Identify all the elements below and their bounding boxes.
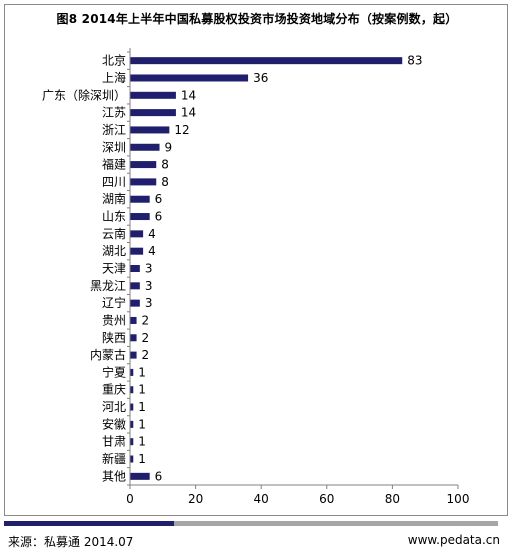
- category-label: 新疆: [102, 451, 126, 466]
- site-url: www.pedata.cn: [407, 533, 500, 547]
- bar-11: [130, 247, 144, 255]
- category-label: 深圳: [102, 140, 126, 154]
- footer-bar-accent: [4, 521, 174, 526]
- value-label: 9: [165, 140, 173, 154]
- bar-20: [130, 403, 134, 411]
- value-label: 6: [155, 192, 163, 206]
- value-label: 14: [181, 106, 196, 120]
- bars-layer: [130, 57, 403, 480]
- value-label: 1: [138, 435, 146, 449]
- value-label: 14: [181, 88, 196, 102]
- category-label: 山东: [102, 210, 126, 224]
- value-label: 12: [174, 123, 189, 137]
- chart-title: 图8 2014年上半年中国私募股权投资市场投资地域分布（按案例数，起）: [56, 12, 458, 26]
- value-label: 1: [138, 400, 146, 414]
- x-tick-label: 40: [254, 492, 269, 506]
- bar-4: [130, 126, 170, 134]
- value-label: 1: [138, 452, 146, 466]
- footer-bar: [4, 521, 498, 526]
- bar-9: [130, 213, 150, 221]
- value-label: 3: [145, 262, 153, 276]
- bar-14: [130, 299, 140, 307]
- category-label: 天津: [102, 262, 126, 276]
- category-label: 北京: [102, 54, 126, 68]
- category-label: 辽宁: [102, 295, 126, 310]
- x-tick-label: 80: [385, 492, 400, 506]
- bar-22: [130, 438, 134, 446]
- value-label: 2: [142, 331, 150, 345]
- x-tick-label: 20: [188, 492, 203, 506]
- value-label: 2: [142, 313, 150, 327]
- value-label: 3: [145, 279, 153, 293]
- value-label: 2: [142, 348, 150, 362]
- bar-5: [130, 143, 160, 151]
- category-label: 河北: [102, 400, 126, 414]
- category-label: 四川: [102, 175, 126, 189]
- category-label: 湖北: [102, 243, 126, 258]
- category-label: 贵州: [102, 313, 126, 327]
- category-label: 江苏: [102, 106, 126, 120]
- category-label: 安徽: [102, 416, 126, 431]
- source-text: 来源：私募通 2014.07: [8, 535, 134, 549]
- category-label: 湖南: [102, 191, 126, 206]
- x-tick-label: 60: [319, 492, 334, 506]
- bar-6: [130, 161, 157, 169]
- category-label: 内蒙古: [90, 347, 126, 362]
- category-label: 甘肃: [102, 435, 126, 449]
- category-label: 宁夏: [102, 364, 126, 379]
- value-label: 1: [138, 365, 146, 379]
- axis-layer: 0 20 40 60 80 100: [126, 48, 469, 506]
- category-label: 其他: [102, 469, 126, 483]
- bar-12: [130, 265, 140, 272]
- bar-7: [130, 178, 157, 186]
- value-label: 6: [155, 210, 163, 224]
- value-label: 4: [148, 227, 156, 241]
- bar-17: [130, 351, 137, 359]
- x-tick-label: 100: [447, 492, 470, 506]
- bar-13: [130, 282, 140, 290]
- bar-18: [130, 368, 134, 376]
- bar-23: [130, 455, 134, 463]
- value-label: 1: [138, 383, 146, 397]
- bar-10: [130, 230, 144, 238]
- value-label: 8: [161, 175, 169, 189]
- category-label: 浙江: [102, 123, 126, 137]
- category-label: 上海: [102, 70, 126, 85]
- bar-24: [130, 472, 150, 480]
- category-label: 广东（除深圳）: [42, 87, 126, 102]
- bar-0: [130, 57, 403, 65]
- x-tick-label: 0: [126, 492, 134, 506]
- bar-15: [130, 316, 137, 324]
- category-label: 黑龙江: [90, 279, 126, 293]
- bar-2: [130, 91, 176, 99]
- value-label: 6: [155, 469, 163, 483]
- value-label: 1: [138, 417, 146, 431]
- category-label: 福建: [102, 157, 126, 172]
- value-label: 36: [253, 71, 268, 85]
- bar-19: [130, 386, 134, 394]
- bar-3: [130, 109, 176, 117]
- bar-8: [130, 195, 150, 203]
- value-label: 8: [161, 158, 169, 172]
- category-label: 云南: [102, 226, 126, 241]
- chart-frame: [4, 4, 508, 516]
- value-label: 4: [148, 244, 156, 258]
- category-label: 陕西: [102, 330, 126, 345]
- bar-1: [130, 74, 249, 82]
- category-label: 重庆: [102, 383, 126, 397]
- bar-16: [130, 334, 137, 342]
- bar-21: [130, 420, 134, 428]
- value-label: 3: [145, 296, 153, 310]
- value-label: 83: [407, 54, 422, 68]
